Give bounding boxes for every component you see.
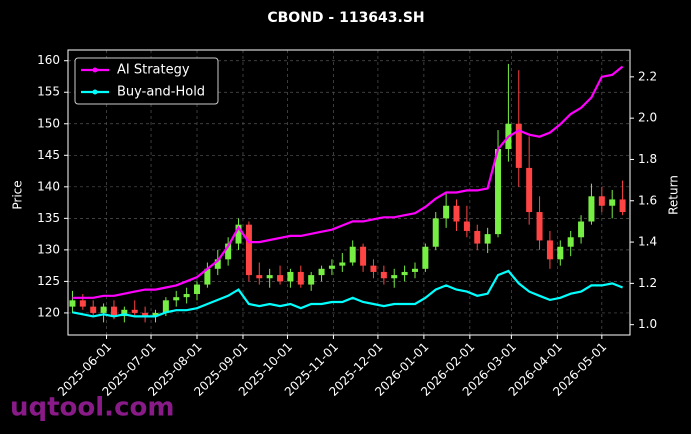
candle-body [194,284,201,295]
candle-body [349,246,356,263]
candle-body [411,268,418,272]
candle-body [183,294,190,298]
series-line [72,65,624,299]
legend-label: AI Strategy [117,63,190,78]
y-tick-label: 160 [37,53,60,67]
y2-tick-label: 1.2 [638,276,657,290]
candle-body [131,309,138,313]
y2-tick-label: 1.6 [638,193,657,207]
y2-tick-label: 1.0 [638,317,657,331]
candle-body [360,246,367,266]
candle-body [432,218,439,247]
candle-body [546,240,553,260]
y2-tick-label: 1.4 [638,235,657,249]
candle-body [443,205,450,219]
candle-body [162,300,169,313]
candle-body [318,268,325,276]
y-tick-label: 130 [37,242,60,256]
candle-body [235,224,242,244]
watermark: uqtool.com [10,393,174,423]
candle-body [204,268,211,285]
candle-body [578,221,585,238]
candle-body [619,199,626,213]
candle-body [214,259,221,269]
candle-body [401,271,408,276]
y-tick-label: 120 [37,305,60,319]
candle-body [266,275,273,279]
candle-body [453,205,460,222]
candle-body [90,306,97,313]
y2-axis-label: Return [667,175,681,215]
candle-body [557,246,564,260]
candle-body [121,309,128,317]
candle-body [370,265,377,272]
y-axis-label: Price [11,180,25,209]
y-tick-label: 150 [37,116,60,130]
legend-marker [92,67,98,73]
candle-body [79,300,86,307]
legend-label: Buy-and-Hold [117,85,205,100]
candle-body [474,230,481,244]
candle-body [142,312,149,317]
y-tick-label: 155 [37,85,60,99]
y2-tick-label: 1.8 [638,152,657,166]
series-line [72,269,624,318]
y2-tick-label: 2.2 [638,69,657,83]
y-tick-label: 125 [37,274,60,288]
candle-body [484,234,491,244]
candle-body [526,167,533,213]
y2-tick-label: 2.0 [638,111,657,125]
candle-body [609,199,616,206]
candle-body [110,306,117,317]
candle-body [308,275,315,285]
y-tick-label: 135 [37,211,60,225]
candle-body [391,275,398,279]
legend-box [74,57,219,105]
candle-body [225,243,232,260]
candle-body [339,262,346,266]
plot-frame [67,49,631,336]
y-tick-label: 140 [37,179,60,193]
candle-body [515,123,522,168]
candle-body [380,271,387,279]
candle-body [463,221,470,231]
candle-body [277,275,284,282]
candle-body [245,224,252,276]
candle-body [100,306,107,313]
candle-body [588,196,595,222]
candle-body [567,237,574,247]
chart-title: CBOND - 113643.SH [267,10,424,26]
candle-body [173,297,180,301]
candle-body [422,246,429,269]
candle-body [536,212,543,241]
legend-marker [92,89,98,95]
candle-body [152,312,159,317]
candle-body [495,148,502,235]
candle-body [69,300,76,307]
candle-body [256,275,263,279]
candle-body [328,265,335,269]
candle-body [287,271,294,282]
candle-body [297,271,304,285]
candle-body [598,196,605,206]
y-tick-label: 145 [37,148,60,162]
